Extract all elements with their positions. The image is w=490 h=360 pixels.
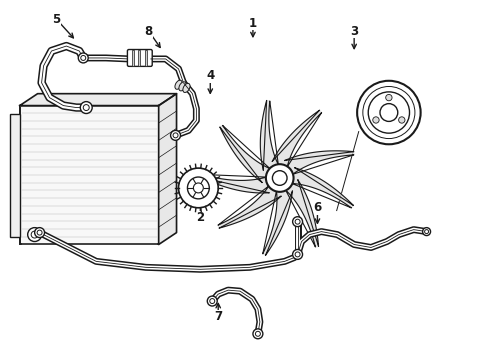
Circle shape: [357, 81, 420, 144]
Polygon shape: [159, 94, 176, 244]
Circle shape: [295, 252, 300, 257]
Bar: [10, 113, 20, 237]
Ellipse shape: [175, 80, 182, 89]
Polygon shape: [286, 180, 318, 247]
FancyBboxPatch shape: [127, 50, 152, 66]
Circle shape: [37, 230, 42, 235]
Circle shape: [422, 228, 431, 235]
Circle shape: [253, 329, 263, 339]
Circle shape: [399, 117, 405, 123]
Circle shape: [31, 231, 38, 238]
Circle shape: [363, 86, 415, 139]
Polygon shape: [201, 175, 269, 193]
Polygon shape: [292, 168, 353, 208]
Ellipse shape: [179, 82, 186, 91]
Polygon shape: [20, 94, 176, 105]
Bar: [132, 50, 134, 66]
Circle shape: [80, 102, 92, 113]
Polygon shape: [285, 151, 354, 174]
Circle shape: [194, 183, 203, 193]
Text: 6: 6: [313, 201, 321, 214]
Polygon shape: [260, 100, 278, 170]
Polygon shape: [218, 186, 281, 228]
Text: 1: 1: [249, 17, 257, 30]
Text: 2: 2: [196, 211, 204, 224]
Circle shape: [293, 249, 302, 260]
Circle shape: [295, 219, 300, 224]
Bar: [145, 50, 147, 66]
Text: 7: 7: [214, 310, 222, 323]
Circle shape: [81, 55, 86, 60]
Circle shape: [188, 177, 209, 199]
Circle shape: [368, 92, 410, 133]
Circle shape: [293, 217, 302, 227]
Text: 4: 4: [206, 69, 215, 82]
Text: 5: 5: [52, 13, 61, 26]
Circle shape: [373, 117, 379, 123]
Polygon shape: [272, 110, 321, 167]
Text: 3: 3: [350, 24, 358, 38]
Circle shape: [210, 298, 215, 303]
Circle shape: [35, 228, 45, 238]
Circle shape: [425, 230, 429, 234]
Circle shape: [178, 168, 218, 208]
Circle shape: [255, 331, 260, 336]
Circle shape: [78, 53, 88, 63]
Bar: [20, 105, 159, 244]
Polygon shape: [263, 191, 293, 255]
Text: 8: 8: [145, 24, 153, 38]
Circle shape: [272, 171, 287, 185]
Polygon shape: [220, 125, 270, 183]
Circle shape: [266, 164, 294, 192]
Circle shape: [173, 133, 178, 138]
Circle shape: [171, 130, 180, 140]
Circle shape: [207, 296, 217, 306]
Bar: [138, 50, 140, 66]
Circle shape: [386, 94, 392, 101]
Ellipse shape: [183, 84, 190, 93]
Circle shape: [28, 228, 42, 242]
Circle shape: [380, 104, 398, 121]
Circle shape: [83, 105, 89, 111]
